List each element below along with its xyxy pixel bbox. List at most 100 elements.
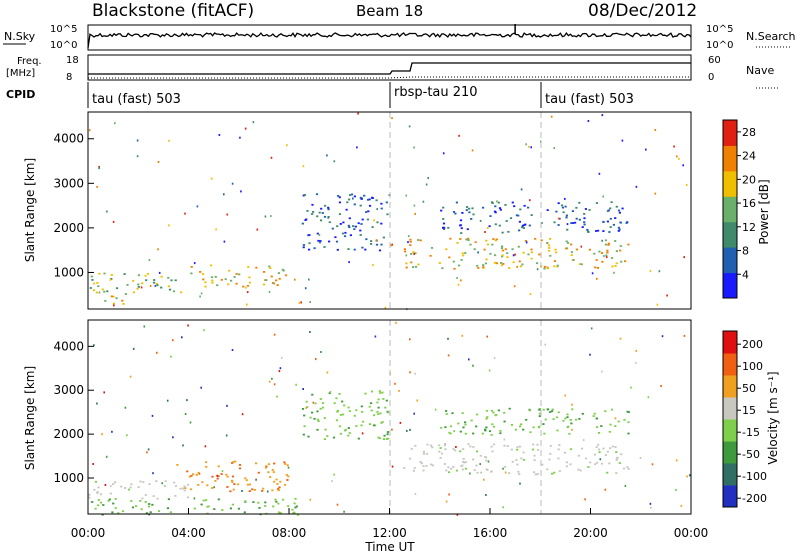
velocity-echo-cell [569,419,572,421]
velocity-echo-cell [296,513,299,516]
velocity-echo-cell [230,479,234,482]
velocity-echo-cell [627,421,630,424]
power-colorbar-swatch [723,272,737,299]
power-scatter-cell [270,215,272,218]
velocity-scatter-cell [564,394,566,397]
power-echo-cell [610,201,613,204]
velocity-echo-cell [386,431,389,433]
velocity-echo-cell [272,505,275,508]
power-scatter-cell [413,146,415,149]
freq-left-tick-bottom: 8 [66,72,72,83]
velocity-echo-cell [186,484,190,486]
power-echo-cell [308,248,311,251]
velocity-echo-cell [275,478,278,481]
velocity-echo-cell [538,426,541,429]
velocity-echo-cell [183,485,186,488]
noise-panel-frame [87,24,692,51]
power-echo-cell [255,266,258,269]
power-echo-cell [608,231,611,233]
freq-label-line1: Freq. [17,56,42,67]
velocity-echo-cell [615,459,618,461]
velocity-echo-cell [464,423,467,426]
power-colorbar-tick-label: 20 [742,173,756,186]
velocity-echo-cell [324,428,327,431]
velocity-echo-cell [267,471,270,474]
power-echo-cell [614,265,617,267]
power-scatter-cell [407,235,410,238]
power-echo-cell [123,273,126,275]
power-scatter-cell [405,254,408,257]
power-scatter-cell [193,262,196,265]
power-echo-cell [553,260,556,262]
velocity-echo-cell [139,500,142,502]
power-echo-cell [565,240,568,243]
velocity-echo-cell [538,408,541,411]
velocity-scatter-cell [147,448,150,451]
power-echo-cell [555,210,558,213]
power-echo-cell [538,253,541,256]
velocity-echo-cell [120,485,123,488]
velocity-echo-marks [88,321,691,516]
power-echo-cell [598,250,601,253]
velocity-echo-cell [220,473,223,475]
power-echo-cell [132,279,135,282]
power-echo-cell [174,279,177,282]
velocity-echo-cell [503,444,506,447]
power-echo-cell [583,213,586,215]
power-echo-cell [484,262,487,265]
velocity-echo-cell [382,398,385,400]
power-echo-cell [160,286,163,289]
power-echo-cell [380,222,383,225]
velocity-colorbar-tick-label: 100 [742,360,763,373]
power-echo-cell [347,224,350,227]
power-echo-cell [104,300,107,302]
velocity-colorbar-label: Velocity [m s⁻¹] [766,371,780,464]
velocity-echo-cell [558,444,561,446]
velocity-echo-cell [229,490,232,493]
velocity-scatter-cell [647,396,650,399]
velocity-echo-cell [522,451,525,454]
velocity-echo-cell [261,490,264,492]
power-echo-cell [359,229,362,232]
power-echo-cell [417,263,420,266]
noise-panel: N.Sky 10^5 10^0 10^5 10^0 N.Search [3,24,796,51]
velocity-echo-cell [155,480,158,482]
power-echo-cell [474,241,477,244]
velocity-echo-cell [332,436,336,439]
velocity-scatter-cell [680,504,683,507]
velocity-echo-cell [317,420,320,422]
velocity-scatter-cell [189,421,192,424]
velocity-echo-cell [623,418,626,421]
velocity-echo-cell [197,471,200,474]
velocity-echo-cell [371,390,374,393]
velocity-echo-cell [169,511,172,514]
velocity-echo-cell [444,443,447,445]
velocity-scatter-cell [448,493,450,496]
velocity-echo-cell [614,425,617,427]
power-scatter-cell [516,265,518,268]
power-echo-cell [497,201,500,204]
power-echo-cell [153,279,156,281]
power-echo-cell [364,248,367,251]
power-scatter-cell [676,155,678,158]
velocity-echo-cell [510,424,513,426]
velocity-echo-cell [403,467,406,469]
velocity-echo-cell [491,409,494,412]
power-echo-cell [344,235,347,238]
power-scatter-cell [666,294,668,297]
velocity-echo-cell [462,448,465,450]
power-echo-cell [352,225,355,227]
power-echo-cell [595,230,598,232]
power-echo-cell [494,239,497,242]
velocity-echo-cell [420,462,423,465]
cpid-segment-2: rbsp-tau 210 [394,85,478,100]
velocity-echo-cell [422,469,425,472]
velocity-echo-cell [517,470,520,473]
power-echo-cell [555,251,558,254]
velocity-echo-cell [252,501,255,503]
velocity-echo-cell [499,430,502,432]
velocity-echo-cell [450,467,453,470]
power-echo-cell [565,216,568,219]
power-echo-cell [101,288,104,291]
velocity-echo-cell [287,475,290,478]
